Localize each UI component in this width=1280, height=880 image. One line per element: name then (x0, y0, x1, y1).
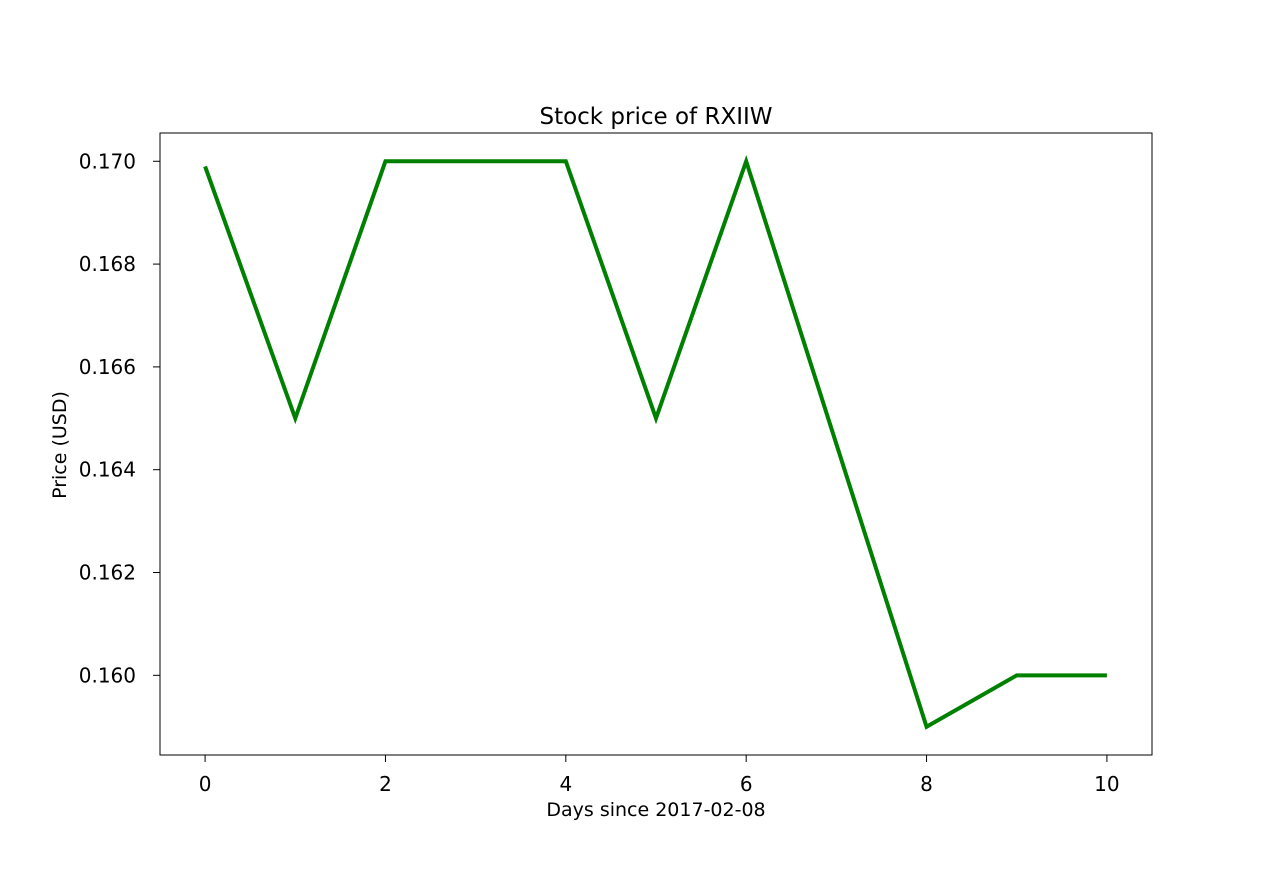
y-axis-ticks: 0.160 0.162 0.164 0.166 0.168 0.170 (79, 149, 160, 687)
x-axis-label: Days since 2017-02-08 (546, 799, 765, 821)
x-tick-label: 8 (920, 772, 933, 796)
chart-title: Stock price of RXIIW (539, 104, 772, 130)
y-tick-label: 0.162 (79, 561, 136, 585)
x-axis-ticks: 0 2 4 6 8 10 (199, 755, 1120, 796)
y-tick-label: 0.164 (79, 458, 136, 482)
x-tick-label: 0 (199, 772, 212, 796)
series-layer (203, 154, 1107, 730)
x-tick-label: 6 (740, 772, 753, 796)
plot-area-frame (159, 132, 1153, 756)
y-axis-label: Price (USD) (49, 391, 71, 499)
y-tick-label: 0.168 (79, 252, 136, 276)
price-series-line (203, 154, 1107, 730)
x-tick-label: 4 (559, 772, 572, 796)
y-tick-label: 0.166 (79, 355, 136, 379)
y-tick-label: 0.160 (79, 663, 136, 687)
x-tick-label: 2 (379, 772, 392, 796)
y-tick-label: 0.170 (79, 149, 136, 173)
x-tick-label: 10 (1094, 772, 1119, 796)
